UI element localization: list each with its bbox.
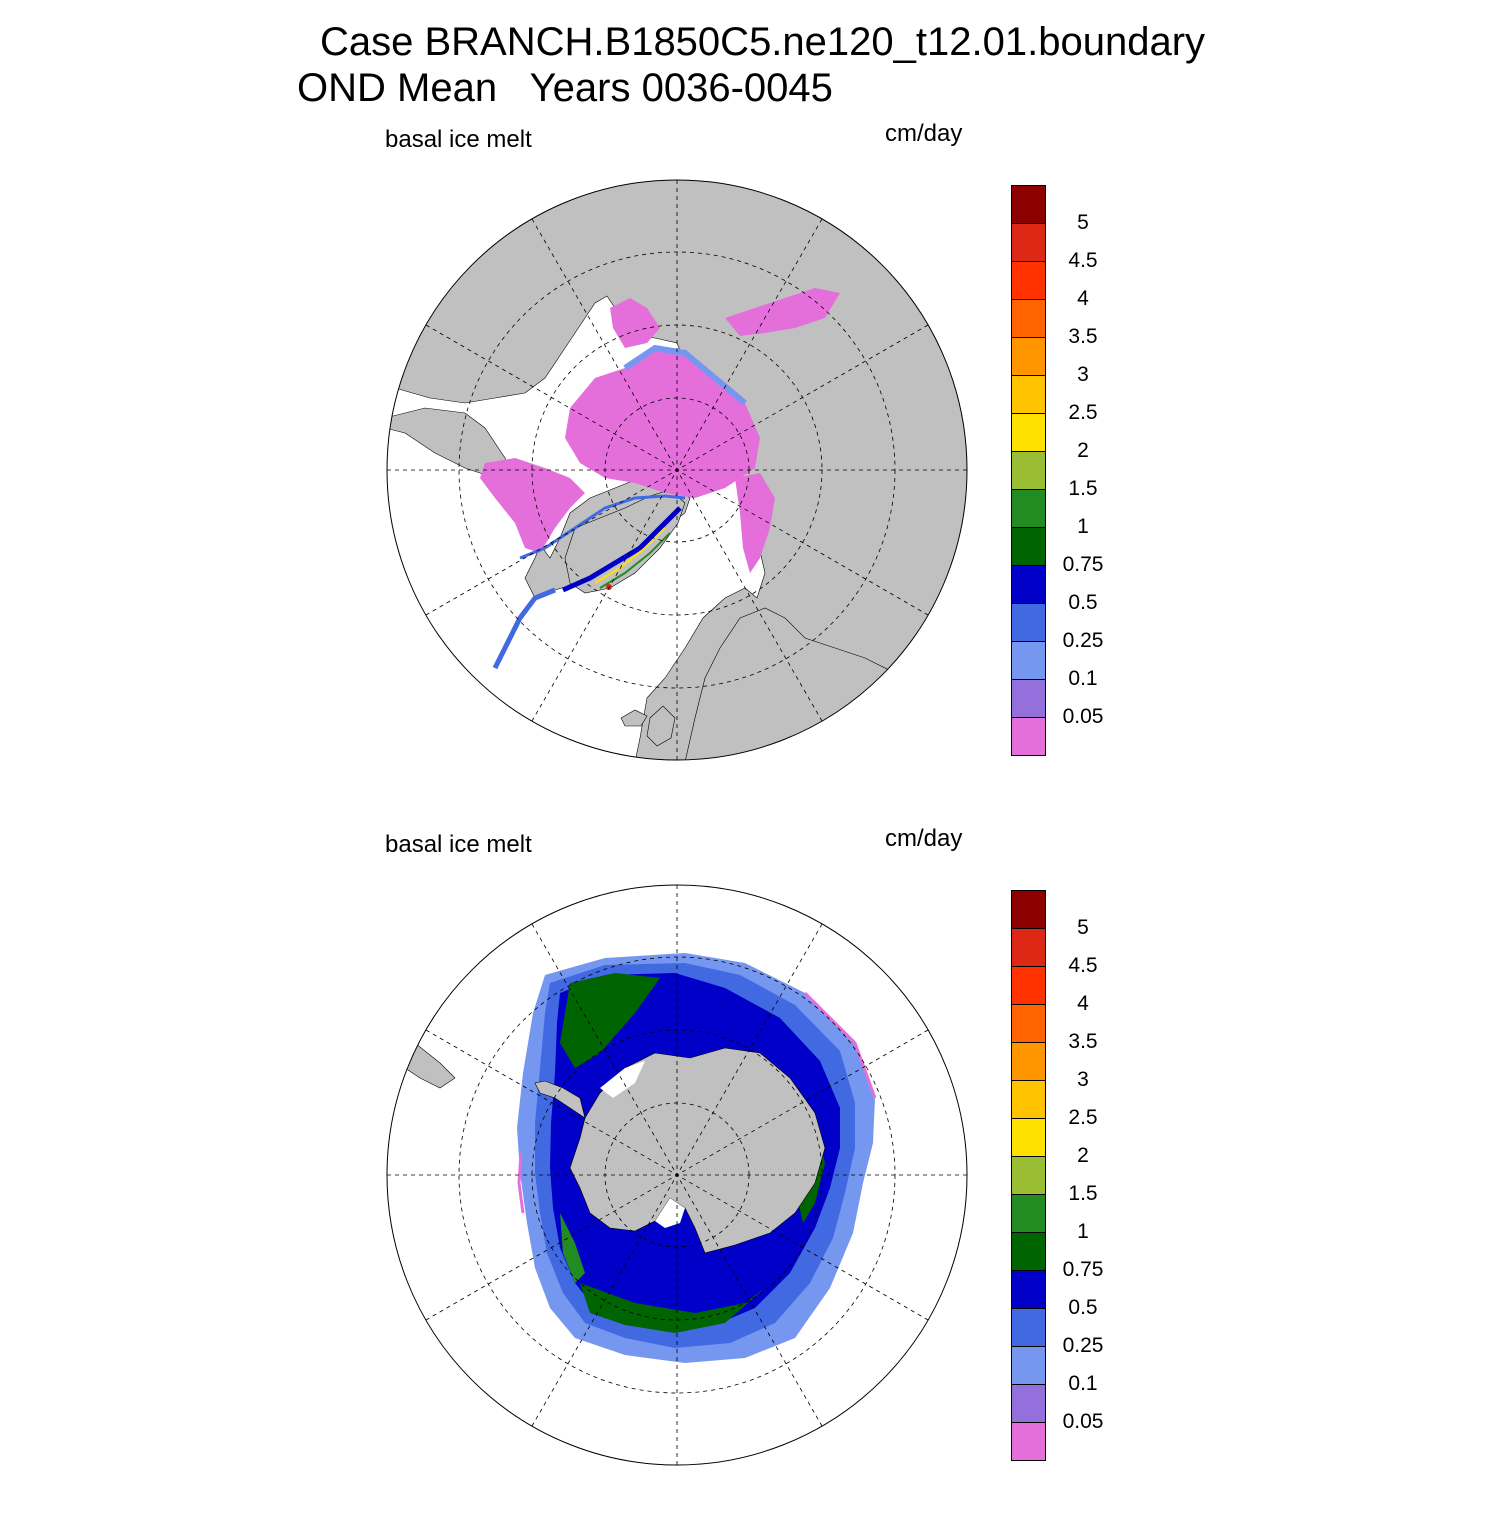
colorbar-swatch <box>1011 1270 1046 1309</box>
arctic-polar-map <box>386 179 968 761</box>
ice-shelf-weddell <box>600 1061 645 1098</box>
colorbar-swatch <box>1011 603 1046 642</box>
colorbar-swatch <box>1011 261 1046 300</box>
figure-title-line2: OND Mean Years 0036-0045 <box>297 66 833 110</box>
colorbar-swatch <box>1011 1042 1046 1081</box>
colorbar-level-label: 1.5 <box>1068 477 1098 500</box>
ice-fringe-pink-2 <box>517 1152 525 1214</box>
colorbar-level-label: 4 <box>1077 287 1089 310</box>
ice-labrador-strip <box>492 587 556 670</box>
colorbar-level-label: 5 <box>1077 211 1089 234</box>
colorbar-swatch <box>1011 1232 1046 1271</box>
panel-variable-label: basal ice melt <box>385 126 532 153</box>
colorbar-level-label: 0.75 <box>1062 1258 1104 1281</box>
colorbar-swatch <box>1011 565 1046 604</box>
colorbar-swatch <box>1011 717 1046 756</box>
colorbar-level-label: 0.1 <box>1068 667 1098 690</box>
colorbar-swatch <box>1011 966 1046 1005</box>
colorbar-level-label: 4.5 <box>1068 249 1098 272</box>
colorbar-south: 5 4.5 4 3.5 3 2.5 2 1.5 1 0.75 0.5 0.25 0.1 0.05 <box>1011 890 1121 1465</box>
colorbar-level-label: 5 <box>1077 916 1089 939</box>
colorbar-swatch <box>1011 890 1046 929</box>
colorbar-swatch <box>1011 641 1046 680</box>
map-border <box>386 884 968 1466</box>
colorbar-swatch <box>1011 1080 1046 1119</box>
colorbar-level-label: 0.05 <box>1062 1410 1104 1433</box>
colorbar-swatch <box>1011 679 1046 718</box>
land-iceland <box>620 709 648 727</box>
colorbar-level-label: 1 <box>1077 1220 1089 1243</box>
ice-hudson-bay <box>480 458 585 553</box>
colorbar-swatch <box>1011 223 1046 262</box>
colorbar-swatch <box>1011 1308 1046 1347</box>
colorbar-swatch <box>1011 451 1046 490</box>
colorbar-swatch <box>1011 1004 1046 1043</box>
map-border <box>386 179 968 761</box>
ice-fringe-pink <box>803 991 877 1099</box>
ice-greenland-east-strip <box>561 506 682 593</box>
colorbar-level-label: 0.25 <box>1062 629 1104 652</box>
colorbar-level-label: 0.25 <box>1062 1334 1104 1357</box>
colorbar-swatch <box>1011 527 1046 566</box>
colorbar-level-label: 4 <box>1077 992 1089 1015</box>
panel-units-label: cm/day <box>885 825 963 852</box>
colorbar-swatch <box>1011 489 1046 528</box>
colorbar-level-label: 0.75 <box>1062 553 1104 576</box>
colorbar-level-label: 2 <box>1077 1144 1089 1167</box>
colorbar-level-label: 3.5 <box>1068 1030 1098 1053</box>
colorbar-swatch <box>1011 1346 1046 1385</box>
ice-green-patch-4 <box>560 1213 585 1283</box>
colorbar-level-label: 3.5 <box>1068 325 1098 348</box>
colorbar-swatch <box>1011 299 1046 338</box>
colorbar-swatch <box>1011 1384 1046 1423</box>
colorbar-swatch <box>1011 185 1046 224</box>
ice-greenland-east-hot <box>594 527 666 584</box>
figure-title-line1: Case BRANCH.B1850C5.ne120_t12.01.boundar… <box>320 20 1206 64</box>
colorbar-level-label: 3 <box>1077 363 1089 386</box>
land-british-isles <box>646 705 676 747</box>
colorbar-level-label: 0.05 <box>1062 705 1104 728</box>
panel-antarctic: basal ice melt cm/day <box>0 823 1500 1528</box>
colorbar-swatch <box>1011 337 1046 376</box>
colorbar-swatch <box>1011 1194 1046 1233</box>
colorbar-level-label: 0.5 <box>1068 591 1098 614</box>
graticule <box>387 180 967 760</box>
ice-barents <box>735 473 775 573</box>
colorbar-level-label: 2 <box>1077 439 1089 462</box>
colorbar-swatch <box>1011 413 1046 452</box>
ice-okhotsk <box>725 288 840 336</box>
antarctic-ice-and-land <box>387 953 877 1363</box>
colorbar-north: 5 4.5 4 3.5 3 2.5 2 1.5 1 0.75 0.5 0.25 0.1 0.05 <box>1011 185 1121 760</box>
colorbar-level-label: 1.5 <box>1068 1182 1098 1205</box>
panel-units-label: cm/day <box>885 120 963 147</box>
colorbar-level-label: 1 <box>1077 515 1089 538</box>
ice-green-patch-3 <box>580 1283 765 1333</box>
land-antarctica <box>569 1047 826 1254</box>
colorbar-swatch <box>1011 375 1046 414</box>
ice-edge-blue-2 <box>519 494 686 560</box>
land-antarctic-peninsula <box>534 1080 586 1119</box>
colorbar-swatch <box>1011 1156 1046 1195</box>
colorbar-level-label: 0.1 <box>1068 1372 1098 1395</box>
panel-variable-label: basal ice melt <box>385 831 532 858</box>
colorbar-level-label: 0.5 <box>1068 1296 1098 1319</box>
ice-central-arctic <box>565 348 760 498</box>
colorbar-swatch <box>1011 1422 1046 1461</box>
panel-arctic: basal ice melt cm/day <box>0 118 1500 823</box>
colorbar-level-label: 2.5 <box>1068 1106 1098 1129</box>
ice-greenland-east-green <box>599 532 671 589</box>
colorbar-level-label: 3 <box>1077 1068 1089 1091</box>
colorbar-swatch <box>1011 928 1046 967</box>
colorbar-level-label: 2.5 <box>1068 401 1098 424</box>
ice-shelf-ross <box>655 1198 685 1228</box>
colorbar-level-label: 4.5 <box>1068 954 1098 977</box>
ice-green-patch-1 <box>560 973 660 1068</box>
graticule <box>387 885 967 1465</box>
antarctic-polar-map <box>386 884 968 1466</box>
colorbar-swatch <box>1011 1118 1046 1157</box>
